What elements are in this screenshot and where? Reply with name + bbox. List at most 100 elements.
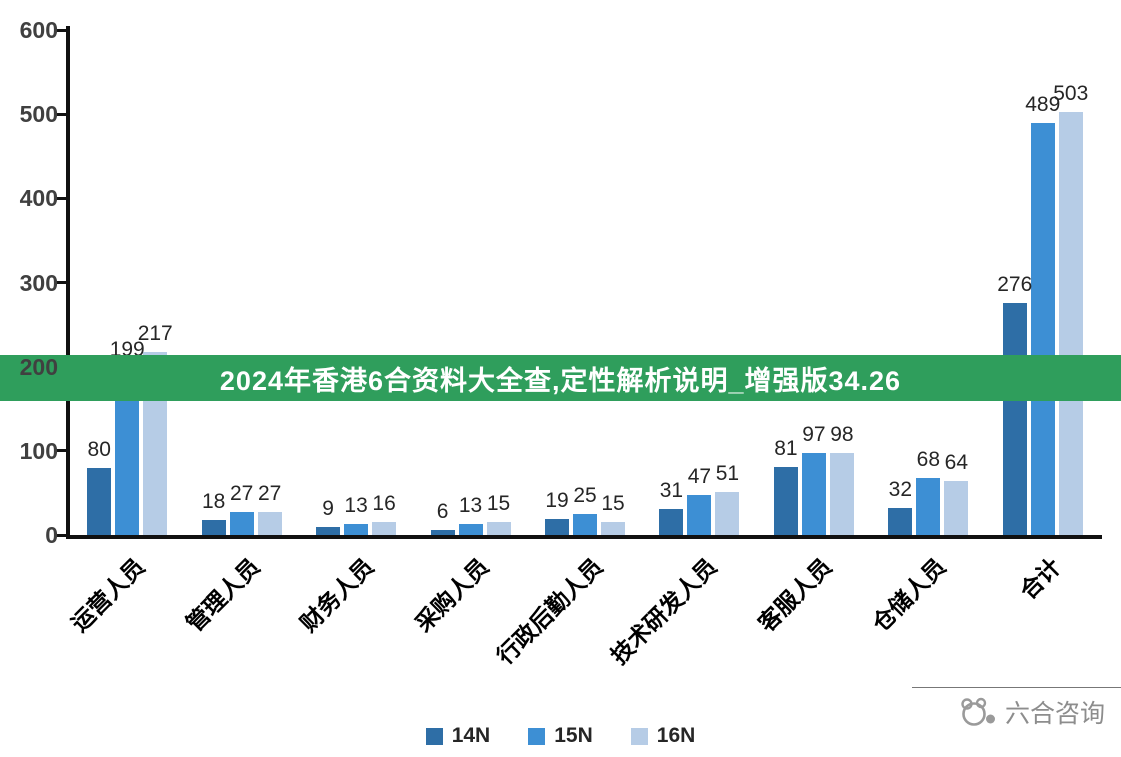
bar-value-label: 13 xyxy=(458,494,483,518)
x-category-label: 采购人员 xyxy=(409,553,494,637)
y-tick-mark xyxy=(56,28,66,32)
y-tick-mark xyxy=(56,533,66,537)
legend-marker xyxy=(528,727,546,745)
bar-value-label: 47 xyxy=(687,465,712,489)
plot-area: 0 100 200 300 400 500 600 80 199 217 运营人员 18 27 27 管理人… xyxy=(20,17,1102,669)
bar-value-label: 51 xyxy=(715,462,740,486)
legend-item: 16N xyxy=(630,724,696,748)
legend-marker xyxy=(630,727,648,745)
x-category-label: 客服人员 xyxy=(753,553,837,637)
bar-14N: 32 xyxy=(888,478,913,535)
legend-item: 15N xyxy=(528,724,593,748)
bar-16N: 64 xyxy=(944,451,969,535)
bar-value-label: 6 xyxy=(436,500,449,523)
bar-value-label: 276 xyxy=(997,272,1033,296)
footer-divider xyxy=(912,687,1121,688)
bar-value-label: 25 xyxy=(573,484,597,507)
y-tick-label: 0 xyxy=(45,522,58,548)
bar-value-label: 18 xyxy=(201,489,226,513)
bar-14N: 18 xyxy=(201,490,226,535)
bar-value-label: 81 xyxy=(774,436,798,460)
bar-15N: 25 xyxy=(573,484,597,535)
bar-value-label: 15 xyxy=(601,492,625,516)
bar-15N: 489 xyxy=(1025,93,1060,535)
y-tick-mark xyxy=(56,449,66,453)
bar-16N: 27 xyxy=(257,482,282,535)
bar-16N: 98 xyxy=(829,423,854,535)
legend-marker xyxy=(425,727,443,745)
bar-value-label: 31 xyxy=(659,478,684,502)
bar-value-label: 97 xyxy=(802,423,826,447)
bar-group: 9 13 16 xyxy=(316,492,397,535)
bar-value-label: 27 xyxy=(257,482,282,506)
bar-group: 19 25 15 xyxy=(545,484,625,535)
bar-value-label: 27 xyxy=(229,482,254,506)
bar-value-label: 503 xyxy=(1053,81,1089,105)
bar-value-label: 15 xyxy=(486,492,511,516)
bar-16N: 51 xyxy=(715,462,740,535)
brand-name: 六合咨询 xyxy=(1004,700,1105,728)
bar-value-label: 98 xyxy=(830,422,854,446)
bar-15N: 27 xyxy=(229,482,254,535)
bar-value-label: 217 xyxy=(137,322,173,346)
bar-value-label: 489 xyxy=(1025,93,1061,117)
bar-value-label: 80 xyxy=(87,437,111,461)
x-category-label: 合计 xyxy=(1014,553,1066,605)
bar-15N: 13 xyxy=(458,494,483,535)
legend-item: 14N xyxy=(425,724,491,748)
bar-group: 18 27 27 xyxy=(201,482,282,535)
bar-14N: 19 xyxy=(545,489,569,535)
y-tick-mark xyxy=(56,196,66,200)
brand-logo-icon xyxy=(961,697,995,726)
bar-14N: 80 xyxy=(87,438,112,535)
bar-16N: 15 xyxy=(601,492,625,535)
brand-footer: 六合咨询 xyxy=(957,694,1105,730)
bar-14N: 31 xyxy=(659,479,684,535)
legend-label: 16N xyxy=(656,724,696,747)
bar-group: 31 47 51 xyxy=(659,462,740,535)
legend-label: 14N xyxy=(451,724,491,747)
bar-group: 6 13 15 xyxy=(430,492,511,535)
bar-15N: 47 xyxy=(687,465,712,535)
x-category-label: 管理人员 xyxy=(180,553,265,637)
bar-value-label: 19 xyxy=(545,489,569,512)
y-tick-label: 300 xyxy=(19,269,58,296)
y-axis-line xyxy=(66,26,70,539)
x-category-label: 运营人员 xyxy=(66,553,150,637)
bar-value-label: 64 xyxy=(944,451,969,475)
bar-15N: 68 xyxy=(916,448,941,535)
y-tick-label: 500 xyxy=(19,101,58,128)
bar-16N: 16 xyxy=(372,492,397,535)
bar-15N: 13 xyxy=(344,494,369,535)
x-category-label: 技术研发人员 xyxy=(606,553,723,670)
bar-value-label: 9 xyxy=(322,497,334,521)
bar-16N: 15 xyxy=(486,492,511,535)
bar-14N: 81 xyxy=(773,437,798,535)
bar-value-label: 68 xyxy=(916,447,941,471)
bar-value-label: 16 xyxy=(372,491,396,515)
y-tick-label: 100 xyxy=(19,437,58,464)
bar-group: 276 489 503 xyxy=(997,82,1088,535)
bar-group: 81 97 98 xyxy=(773,423,854,535)
bar-group: 32 68 64 xyxy=(888,448,969,535)
x-axis-line xyxy=(66,535,1102,539)
x-category-label: 行政后勤人员 xyxy=(491,553,608,670)
y-tick-label: 400 xyxy=(19,185,58,212)
bar-value-label: 13 xyxy=(344,494,368,518)
bar-14N: 9 xyxy=(316,497,341,535)
bar-14N: 276 xyxy=(997,273,1032,535)
y-tick-mark xyxy=(56,112,66,116)
bar-14N: 6 xyxy=(430,500,455,535)
x-category-label: 仓储人员 xyxy=(867,553,951,637)
legend: 14N 15N 16N xyxy=(0,724,1121,748)
bar-15N: 97 xyxy=(801,423,826,535)
banner-text: 2024年香港6合资料大全查,定性解析说明_增强版34.26 xyxy=(219,365,902,396)
y-tick-label: 600 xyxy=(19,17,58,43)
bar-16N: 503 xyxy=(1053,82,1088,535)
bar-value-label: 32 xyxy=(888,478,913,502)
y-tick-mark xyxy=(56,281,66,284)
x-category-label: 财务人员 xyxy=(295,553,379,637)
bar-value-label: 199 xyxy=(109,337,145,361)
y-tick-label: 200 xyxy=(19,353,58,380)
